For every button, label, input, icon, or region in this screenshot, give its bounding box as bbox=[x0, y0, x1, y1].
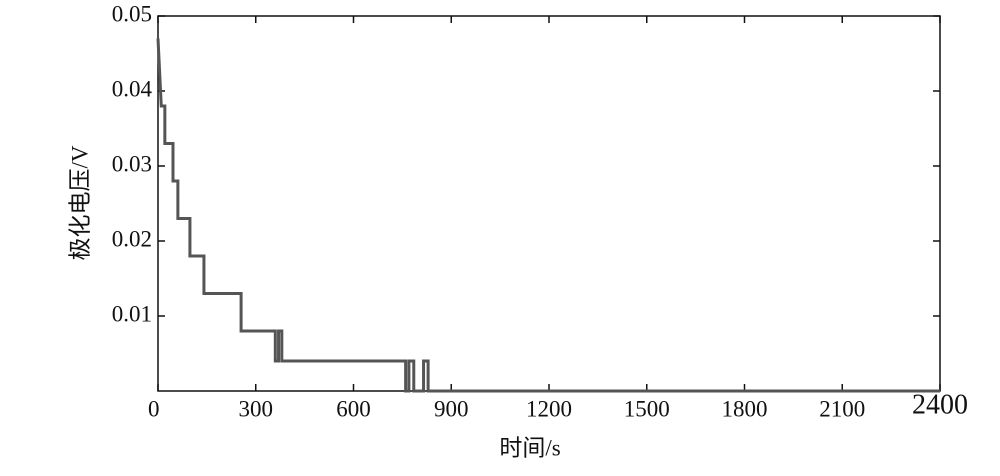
x-tick-label: 2100 bbox=[819, 396, 865, 421]
x-tick-label: 600 bbox=[336, 396, 371, 421]
x-tick-label: 2400 bbox=[912, 389, 968, 420]
x-tick-label: 0 bbox=[148, 396, 160, 421]
y-tick-label: 0.01 bbox=[112, 301, 152, 326]
y-tick-label: 0.02 bbox=[112, 226, 152, 251]
x-tick-label: 1500 bbox=[624, 396, 670, 421]
data-line bbox=[156, 38, 940, 393]
x-axis-label: 时间/s bbox=[499, 435, 560, 460]
y-axis-label: 极化电压/V bbox=[67, 145, 92, 260]
y-tick-label: 0.05 bbox=[112, 1, 152, 26]
x-tick-label: 900 bbox=[434, 396, 469, 421]
x-tick-label: 1800 bbox=[722, 396, 768, 421]
y-tick-label: 0.03 bbox=[112, 151, 152, 176]
x-tick-label: 300 bbox=[239, 396, 274, 421]
y-tick-label: 0.04 bbox=[112, 76, 153, 101]
x-tick-label: 1200 bbox=[526, 396, 572, 421]
